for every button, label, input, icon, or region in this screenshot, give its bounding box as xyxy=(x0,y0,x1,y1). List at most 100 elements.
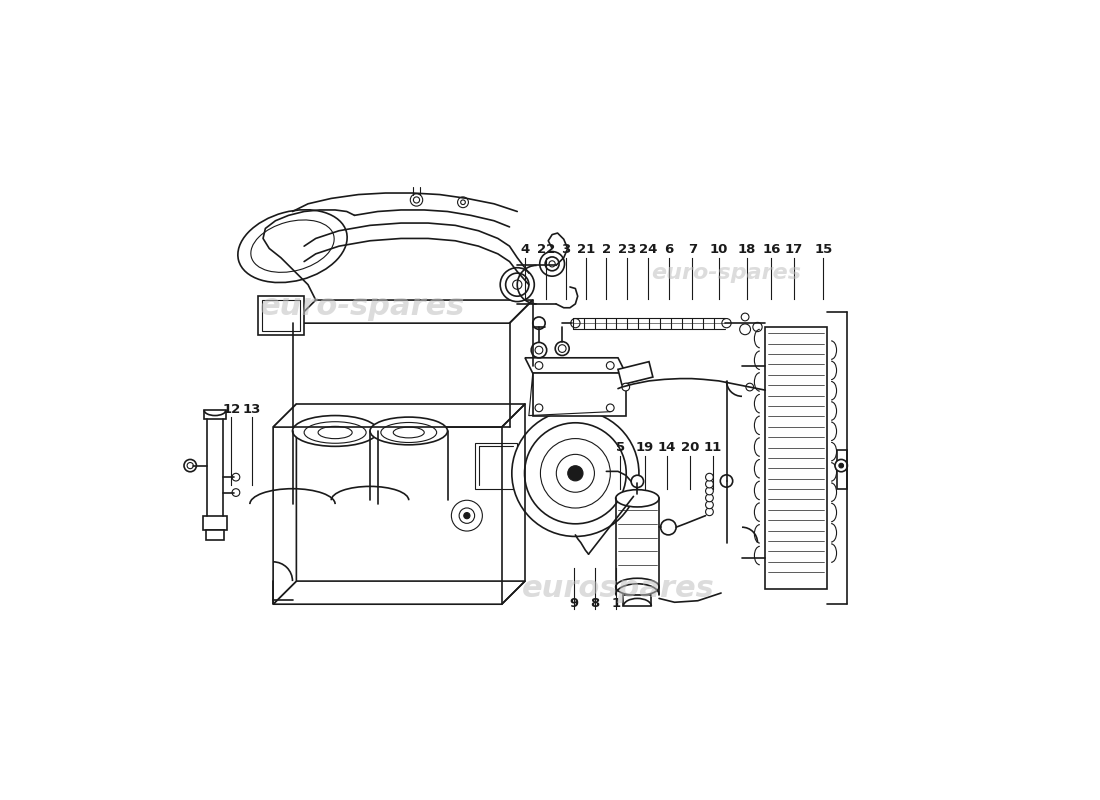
Circle shape xyxy=(535,362,542,370)
Text: 7: 7 xyxy=(688,243,697,256)
Circle shape xyxy=(722,318,732,328)
Ellipse shape xyxy=(381,422,437,442)
Ellipse shape xyxy=(304,422,366,443)
Circle shape xyxy=(705,480,713,488)
Text: 19: 19 xyxy=(636,441,654,454)
Polygon shape xyxy=(837,450,847,489)
Text: 8: 8 xyxy=(590,598,600,610)
Circle shape xyxy=(839,463,844,468)
Text: 1: 1 xyxy=(612,598,620,610)
Text: 6: 6 xyxy=(664,243,674,256)
Circle shape xyxy=(752,322,762,332)
Circle shape xyxy=(549,261,556,267)
Circle shape xyxy=(410,194,422,206)
Text: euro-spares: euro-spares xyxy=(260,292,465,321)
Circle shape xyxy=(535,346,542,354)
Polygon shape xyxy=(257,296,304,334)
Text: 13: 13 xyxy=(243,402,262,415)
Circle shape xyxy=(621,383,629,391)
Polygon shape xyxy=(624,594,651,606)
Text: 21: 21 xyxy=(578,243,595,256)
Circle shape xyxy=(540,438,611,508)
Circle shape xyxy=(746,383,754,391)
Text: 17: 17 xyxy=(784,243,803,256)
Text: 2: 2 xyxy=(602,243,610,256)
Polygon shape xyxy=(618,362,653,385)
Circle shape xyxy=(835,459,847,472)
Text: 15: 15 xyxy=(814,243,833,256)
Polygon shape xyxy=(273,404,296,604)
Circle shape xyxy=(546,257,559,270)
Text: 24: 24 xyxy=(639,243,658,256)
Circle shape xyxy=(739,324,750,334)
Polygon shape xyxy=(202,516,228,530)
Circle shape xyxy=(568,466,583,481)
Circle shape xyxy=(631,475,644,487)
Circle shape xyxy=(232,489,240,496)
Circle shape xyxy=(512,410,639,537)
Text: 11: 11 xyxy=(703,441,722,454)
Circle shape xyxy=(532,317,546,330)
Polygon shape xyxy=(206,530,224,540)
Circle shape xyxy=(458,197,469,208)
Circle shape xyxy=(531,342,547,358)
Circle shape xyxy=(661,519,676,535)
Text: 18: 18 xyxy=(737,243,756,256)
Polygon shape xyxy=(262,300,300,331)
Ellipse shape xyxy=(293,415,377,446)
Text: 23: 23 xyxy=(618,243,637,256)
Circle shape xyxy=(720,475,733,487)
Text: 5: 5 xyxy=(616,441,625,454)
Circle shape xyxy=(556,342,569,355)
Circle shape xyxy=(414,197,419,203)
Circle shape xyxy=(461,200,465,205)
Polygon shape xyxy=(205,410,225,419)
Polygon shape xyxy=(293,300,532,323)
Circle shape xyxy=(606,404,614,412)
Text: euro-spares: euro-spares xyxy=(651,263,802,283)
Circle shape xyxy=(535,404,542,412)
Circle shape xyxy=(705,494,713,502)
Ellipse shape xyxy=(318,426,352,438)
Circle shape xyxy=(705,474,713,481)
Polygon shape xyxy=(766,327,827,589)
Polygon shape xyxy=(474,442,517,489)
Ellipse shape xyxy=(238,210,348,282)
Circle shape xyxy=(500,268,535,302)
Polygon shape xyxy=(273,581,525,604)
Circle shape xyxy=(705,501,713,509)
Text: 9: 9 xyxy=(570,598,579,610)
Text: 3: 3 xyxy=(561,243,571,256)
Polygon shape xyxy=(532,373,626,415)
Circle shape xyxy=(513,280,521,290)
Text: 10: 10 xyxy=(710,243,728,256)
Circle shape xyxy=(606,362,614,370)
Text: 22: 22 xyxy=(537,243,556,256)
Circle shape xyxy=(540,251,564,276)
Text: eurospares: eurospares xyxy=(521,574,714,603)
Polygon shape xyxy=(525,358,626,373)
Text: 12: 12 xyxy=(222,402,241,415)
Text: 16: 16 xyxy=(762,243,781,256)
Circle shape xyxy=(459,508,474,523)
Text: 4: 4 xyxy=(520,243,529,256)
Circle shape xyxy=(184,459,197,472)
Circle shape xyxy=(571,318,580,328)
Ellipse shape xyxy=(251,220,334,272)
Circle shape xyxy=(559,345,566,353)
Circle shape xyxy=(451,500,483,531)
Circle shape xyxy=(187,462,194,469)
Circle shape xyxy=(705,508,713,516)
Polygon shape xyxy=(529,373,532,415)
Circle shape xyxy=(741,313,749,321)
Circle shape xyxy=(525,422,626,524)
Text: 20: 20 xyxy=(681,441,700,454)
Polygon shape xyxy=(273,404,525,427)
Circle shape xyxy=(557,454,594,492)
Circle shape xyxy=(232,474,240,481)
Ellipse shape xyxy=(616,490,659,507)
Ellipse shape xyxy=(370,417,448,445)
Text: 14: 14 xyxy=(658,441,676,454)
Circle shape xyxy=(506,273,529,296)
Circle shape xyxy=(705,487,713,495)
